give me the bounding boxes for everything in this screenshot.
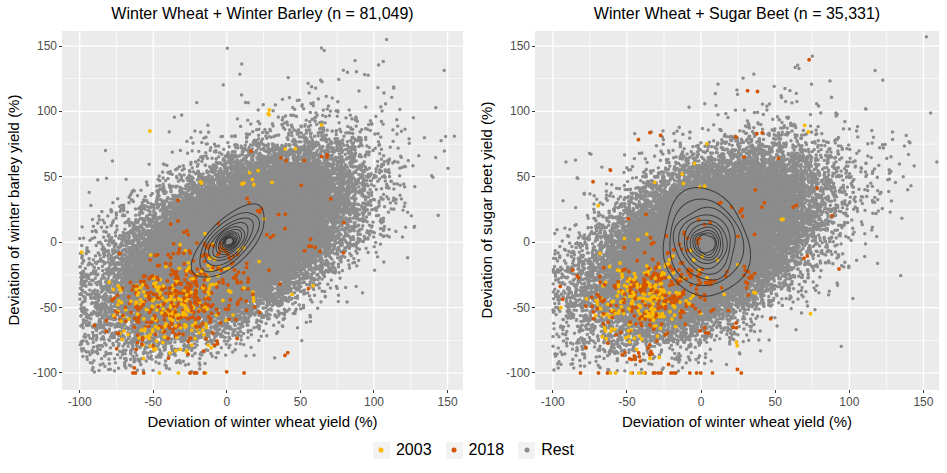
y-tick-label: 50	[491, 170, 530, 184]
legend-item-2003: 2003	[373, 441, 432, 459]
y-tick-mark	[59, 111, 62, 112]
y-tick-label: 150	[18, 39, 57, 53]
y-tick-mark	[532, 111, 535, 112]
x-tick-label: 0	[197, 395, 257, 409]
y-axis-label-left: Deviation of winter barley yield (%)	[5, 95, 22, 326]
y-tick-label: 0	[491, 235, 530, 249]
x-tick-label: 100	[819, 395, 879, 409]
legend-key	[446, 442, 463, 459]
x-tick-label: 150	[418, 395, 478, 409]
x-tick-label: -100	[523, 395, 583, 409]
y-tick-label: -100	[491, 366, 530, 380]
x-tick-mark	[300, 390, 301, 393]
x-axis-label-right: Deviation of winter wheat yield (%)	[535, 413, 939, 430]
x-tick-label: 50	[745, 395, 805, 409]
legend-dot-icon	[524, 448, 529, 453]
x-tick-label: 0	[671, 395, 731, 409]
x-tick-label: -100	[50, 395, 110, 409]
legend-key	[373, 442, 390, 459]
x-tick-mark	[226, 390, 227, 393]
figure: Winter Wheat + Winter Barley (n = 81,049…	[0, 0, 947, 473]
y-tick-mark	[59, 307, 62, 308]
plot-panel-left	[62, 31, 463, 390]
y-tick-mark	[59, 372, 62, 373]
chart-title-left: Winter Wheat + Winter Barley (n = 81,049…	[62, 5, 463, 23]
y-tick-label: -50	[491, 301, 530, 315]
x-tick-mark	[849, 390, 850, 393]
y-tick-mark	[532, 307, 535, 308]
y-tick-mark	[532, 372, 535, 373]
plot-panel-right	[535, 31, 939, 390]
x-tick-mark	[373, 390, 374, 393]
y-tick-label: -50	[18, 301, 57, 315]
y-tick-label: -100	[18, 366, 57, 380]
legend-item-2018: 2018	[446, 441, 505, 459]
x-tick-mark	[701, 390, 702, 393]
x-tick-mark	[923, 390, 924, 393]
legend-label: 2003	[396, 441, 432, 459]
x-tick-mark	[626, 390, 627, 393]
y-tick-label: 50	[18, 170, 57, 184]
y-tick-mark	[532, 46, 535, 47]
y-tick-mark	[59, 176, 62, 177]
legend: 2003 2018 Rest	[0, 441, 947, 459]
x-tick-mark	[79, 390, 80, 393]
x-tick-label: 100	[344, 395, 404, 409]
x-tick-label: 50	[270, 395, 330, 409]
chart-title-right: Winter Wheat + Sugar Beet (n = 35,331)	[535, 5, 939, 23]
y-tick-mark	[532, 176, 535, 177]
y-tick-mark	[59, 242, 62, 243]
y-tick-mark	[532, 242, 535, 243]
y-tick-label: 100	[491, 104, 530, 118]
legend-dot-icon	[452, 448, 457, 453]
legend-key	[518, 442, 535, 459]
x-tick-label: -50	[123, 395, 183, 409]
legend-label: Rest	[541, 441, 574, 459]
x-tick-label: -50	[597, 395, 657, 409]
x-tick-label: 150	[893, 395, 947, 409]
y-tick-label: 0	[18, 235, 57, 249]
x-tick-mark	[775, 390, 776, 393]
legend-item-rest: Rest	[518, 441, 574, 459]
legend-dot-icon	[379, 448, 384, 453]
x-tick-mark	[447, 390, 448, 393]
y-tick-label: 150	[491, 39, 530, 53]
x-tick-mark	[552, 390, 553, 393]
x-axis-label-left: Deviation of winter wheat yield (%)	[62, 413, 463, 430]
x-tick-mark	[153, 390, 154, 393]
legend-label: 2018	[469, 441, 505, 459]
y-tick-mark	[59, 46, 62, 47]
y-axis-label-right: Deviation of sugar beet yield (%)	[478, 102, 495, 319]
y-tick-label: 100	[18, 104, 57, 118]
